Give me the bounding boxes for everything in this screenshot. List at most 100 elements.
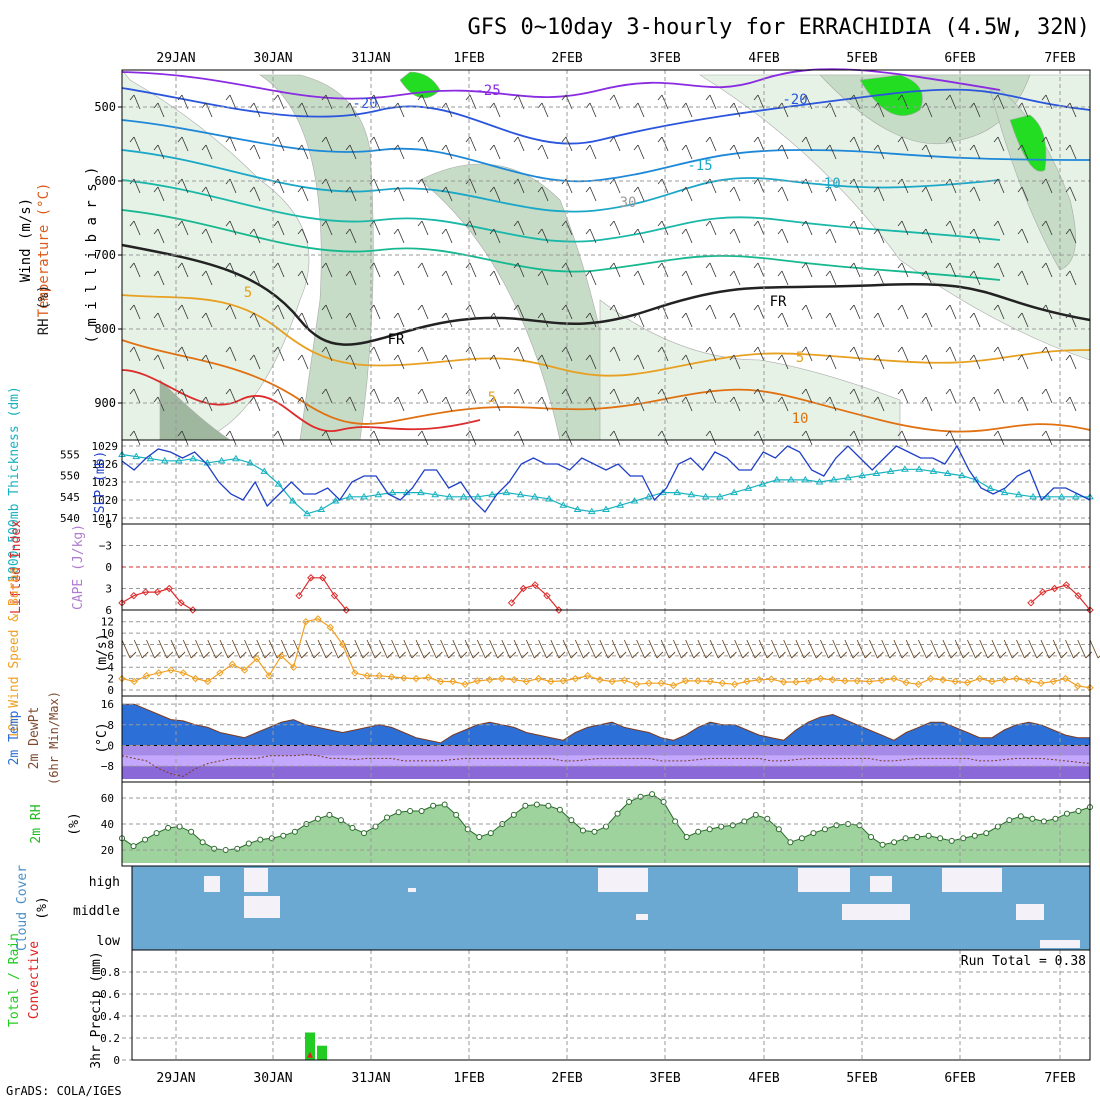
ylabel-minmax: (6hr Min/Max) xyxy=(47,691,61,785)
contour-label: -15 xyxy=(687,158,712,174)
wind-barb xyxy=(153,102,165,118)
date-label-top: 31JAN xyxy=(351,51,390,66)
rh-marker xyxy=(199,839,206,846)
wind-barb xyxy=(1041,430,1053,446)
lifted-index-line xyxy=(121,577,1091,611)
thickness-marker xyxy=(758,480,767,487)
li-tick-label: −6 xyxy=(99,518,112,531)
wind-barb xyxy=(660,639,676,659)
wind-speed-marker xyxy=(510,676,518,684)
rh-marker xyxy=(994,823,1001,830)
wind-barb xyxy=(881,639,897,659)
rh-tick-label: 20 xyxy=(101,844,114,857)
wind-barb xyxy=(993,220,1005,236)
wind-barb xyxy=(489,228,501,244)
wind-speed-marker xyxy=(841,677,849,685)
wind-barb xyxy=(849,262,861,278)
wind-speed-marker xyxy=(877,676,886,685)
wind-speed-marker xyxy=(694,677,702,685)
wind-speed-marker xyxy=(142,672,151,680)
wind-barb xyxy=(729,312,741,328)
wind-barb xyxy=(945,430,957,446)
wind-barb xyxy=(297,396,309,412)
wind-barb xyxy=(393,186,405,202)
thickness-marker xyxy=(559,501,568,508)
rh-shading xyxy=(1009,114,1047,172)
wind-barb xyxy=(201,270,213,286)
wind-speed-marker xyxy=(155,669,163,677)
wind-barb xyxy=(297,186,309,202)
lifted-index-marker xyxy=(1039,588,1047,596)
wind-barb xyxy=(441,354,453,370)
wind-barb xyxy=(366,639,382,659)
wind-barb xyxy=(489,270,501,286)
ylabel-wind10m: 10m Wind Speed & Barbs xyxy=(7,567,22,739)
wind-barb xyxy=(609,430,621,446)
wind-barb xyxy=(945,220,957,236)
rh-marker xyxy=(1040,818,1047,825)
wind-barb xyxy=(464,639,480,659)
wind-barb xyxy=(825,102,837,118)
ylabel-temp: Temperature (°C) xyxy=(36,183,52,318)
rh-marker xyxy=(1006,817,1013,824)
wind-barb xyxy=(489,102,501,118)
rh-marker xyxy=(361,830,367,837)
wind-barb xyxy=(440,639,455,659)
wind-barb xyxy=(513,262,525,278)
date-label-top: 30JAN xyxy=(253,51,292,66)
thickness-marker xyxy=(303,509,311,517)
wind-barb xyxy=(403,639,419,659)
wind-barb xyxy=(321,430,333,446)
cloud-clear-patch xyxy=(244,896,280,918)
wind-barb xyxy=(1040,639,1056,659)
wind-barb xyxy=(321,304,333,320)
date-label-bottom: 5FEB xyxy=(846,1071,877,1086)
wind-barb xyxy=(441,186,453,202)
wind-barb xyxy=(561,304,573,320)
wind-speed-marker xyxy=(302,617,310,626)
wind-speed-marker xyxy=(547,677,555,686)
wind-barb xyxy=(721,639,737,659)
thickness-marker xyxy=(1014,490,1023,498)
thickness-marker xyxy=(1057,492,1066,500)
thickness-marker xyxy=(602,505,610,513)
wind-speed-marker xyxy=(449,677,457,686)
li-tick-label: 6 xyxy=(105,604,112,617)
wind-barb xyxy=(513,136,525,152)
wind-speed-marker xyxy=(804,677,812,685)
wind-barb xyxy=(585,312,597,328)
wind-barb xyxy=(856,639,872,659)
contour-label: FR xyxy=(770,294,787,310)
rh-marker xyxy=(983,830,990,837)
wind-barb xyxy=(345,396,357,412)
wind-speed-marker xyxy=(963,678,972,687)
wind-barb xyxy=(345,144,357,160)
contour-label: 30 xyxy=(620,195,637,211)
wind-barb xyxy=(513,430,525,446)
wind-barb xyxy=(297,144,309,160)
wind-barb xyxy=(1065,144,1077,160)
wind-barb xyxy=(753,304,765,320)
thickness-marker xyxy=(459,492,468,500)
wind-barb xyxy=(273,220,285,236)
wind-speed-marker xyxy=(167,666,175,674)
wind-barb xyxy=(231,639,247,659)
rh-marker xyxy=(971,832,978,839)
wind-barb xyxy=(921,186,933,202)
thickness-marker xyxy=(331,497,340,504)
date-label-top: 4FEB xyxy=(748,51,779,66)
rh-marker xyxy=(556,806,563,813)
wind-speed-marker xyxy=(289,663,298,671)
wind-speed-marker xyxy=(473,677,482,685)
wind-speed-marker xyxy=(853,677,861,685)
date-label-top: 6FEB xyxy=(944,51,975,66)
wind-barb xyxy=(897,430,909,446)
rh-marker xyxy=(787,839,794,846)
wind-barb xyxy=(633,228,645,244)
thickness-marker xyxy=(530,492,539,500)
wind-speed-marker xyxy=(179,669,187,677)
thickness-marker xyxy=(374,490,383,498)
wind-barb xyxy=(550,639,566,659)
rh-marker xyxy=(810,830,817,837)
wind-barb xyxy=(825,144,837,160)
